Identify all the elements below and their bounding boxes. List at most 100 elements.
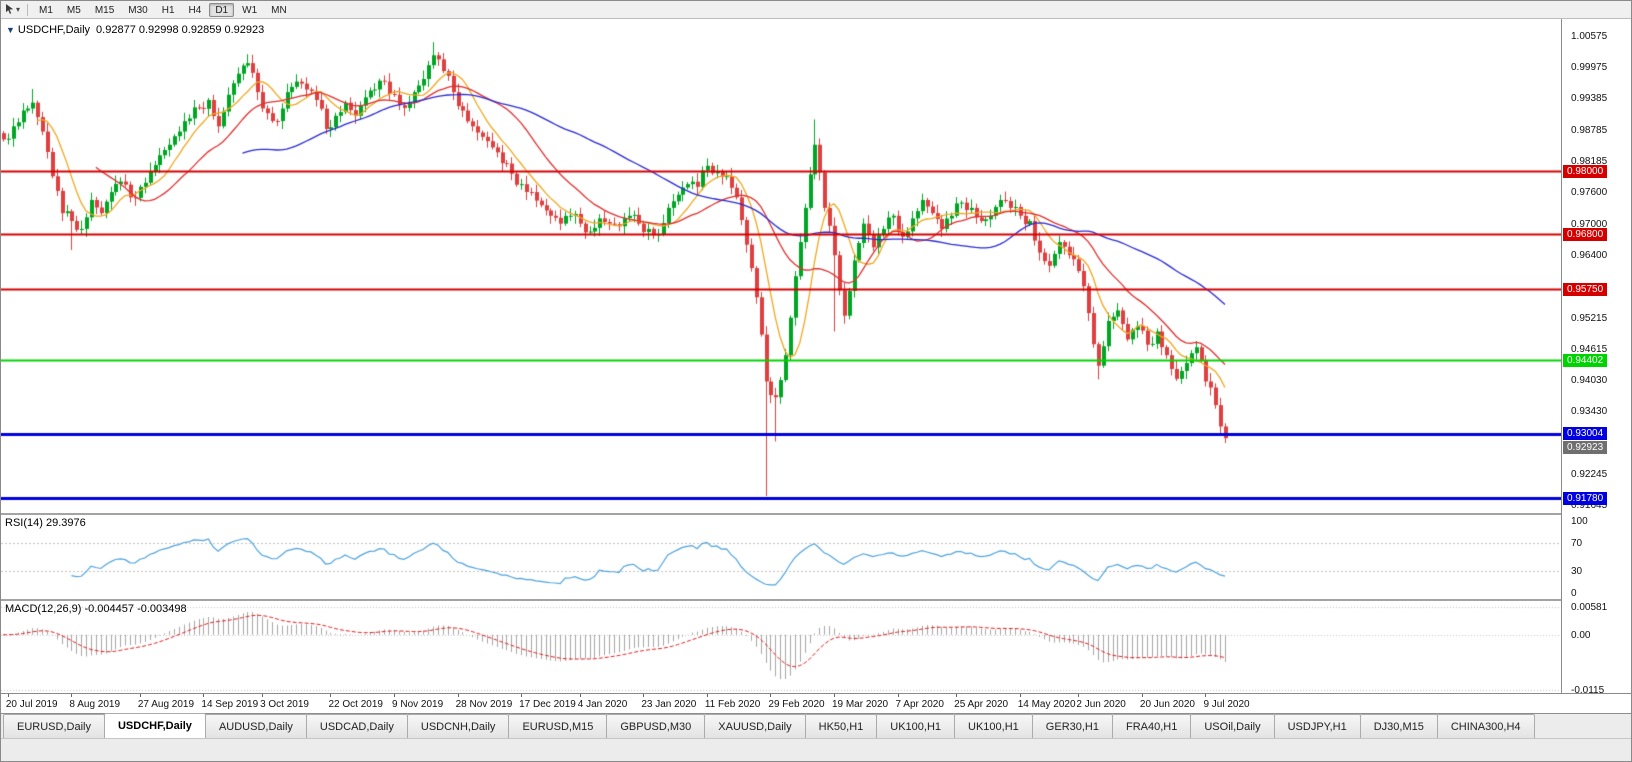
time-axis-tick [71,694,72,697]
rsi-axis-tick: 0 [1571,588,1577,600]
chart-tab-gbpusd-m30[interactable]: GBPUSD,M30 [606,714,706,738]
chart-tab-usdcad-daily[interactable]: USDCAD,Daily [305,714,408,738]
chart-tab-eurusd-daily[interactable]: EURUSD,Daily [3,714,105,738]
dropdown-caret-icon[interactable]: ▾ [16,5,21,14]
time-axis-label: 17 Dec 2019 [519,699,576,710]
symbol-period-label: USDCHF,Daily [17,24,91,36]
time-axis-tick [140,694,141,697]
price-axis-tick: 0.97000 [1571,218,1608,230]
time-axis-tick [330,694,331,697]
price-axis-tick: 0.98185 [1571,156,1608,168]
price-line-badge: 0.98000 [1563,164,1608,178]
chart-tab-uk100-h1[interactable]: UK100,H1 [954,714,1033,738]
price-axis-tick: 0.99385 [1571,93,1608,105]
ohlc-values: 0.92877 0.92998 0.92859 0.92923 [96,24,265,36]
timeframe-buttons-group: M1 M5 M15 M30 H1 H4 D1 W1 MN [32,2,294,17]
time-axis-tick [898,694,899,697]
price-axis-tick: 0.94615 [1571,344,1608,356]
price-axis-tick: 0.99975 [1571,62,1608,74]
time-axis-label: 9 Nov 2019 [392,699,444,710]
chart-tab-audusd-daily[interactable]: AUDUSD,Daily [204,714,307,738]
timeframe-button-d1[interactable]: D1 [209,2,235,17]
time-axis-label: 23 Jan 2020 [641,699,697,710]
time-axis: 20 Jul 2019 8 Aug 2019 27 Aug 2019 14 Sep 2… [1,693,1631,713]
chart-title: ▼ USDCHF,Daily 0.92877 0.92998 0.92859 0.9… [6,24,264,36]
rsi-panel-separator[interactable] [1,513,1631,515]
chart-tab-bar: EURUSD,Daily USDCHF,Daily AUDUSD,Daily USDC… [1,713,1631,738]
chart-tab-usdjpy-h1[interactable]: USDJPY,H1 [1273,714,1361,738]
time-axis-tick [262,694,263,697]
time-axis-label: 14 Sep 2019 [201,699,259,710]
timeframe-button-mn[interactable]: MN [271,4,287,16]
time-axis-label: 11 Feb 2020 [704,699,761,710]
macd-panel-separator[interactable] [1,599,1631,601]
chart-tab-dj30-m15[interactable]: DJ30,M15 [1359,714,1438,738]
price-axis-tick: 0.92245 [1571,468,1608,480]
time-axis-label: 4 Jan 2020 [577,699,628,710]
chart-tab-china300-h4[interactable]: CHINA300,H4 [1436,714,1535,738]
chart-tab-fra40-h1[interactable]: FRA40,H1 [1112,714,1192,738]
chart-tab-usoil-daily[interactable]: USOil,Daily [1190,714,1275,738]
time-axis-label: 22 Oct 2019 [328,699,383,710]
time-axis-tick [1205,694,1206,697]
time-axis-tick [834,694,835,697]
current-price-badge: 0.92923 [1563,440,1608,454]
timeframe-button-w1[interactable]: W1 [242,4,258,16]
price-axis-tick: 0.96400 [1571,250,1608,262]
chart-tab-uk100-h1[interactable]: UK100,H1 [876,714,956,738]
status-bar [1,738,1631,761]
time-axis-label: 28 Nov 2019 [455,699,513,710]
time-axis-label: 19 Mar 2020 [831,699,889,710]
macd-indicator-label: MACD(12,26,9) -0.004457 -0.003498 [5,603,187,615]
time-axis-label: 20 Jun 2020 [1139,699,1195,710]
time-axis-label: 8 Aug 2019 [69,699,121,710]
price-line-badge: 0.93004 [1563,427,1608,441]
cursor-tool-icon[interactable] [5,4,15,15]
price-axis-tick: 0.98785 [1571,124,1608,136]
price-axis-tick: 0.93430 [1571,406,1608,418]
price-axis-tick: 0.91645 [1571,500,1608,512]
time-axis-tick [203,694,204,697]
price-axis: 1.00575 0.99975 0.99385 0.98785 0.98185 0.976… [1561,19,1631,697]
toolbar-separator [27,3,29,16]
rsi-axis-tick: 100 [1571,515,1588,527]
macd-panel-canvas[interactable] [1,601,1561,693]
time-axis-label: 25 Apr 2020 [954,699,1009,710]
time-axis-tick [643,694,644,697]
chart-tab-usdcnh-daily[interactable]: USDCNH,Daily [406,714,510,738]
timeframe-button-m15[interactable]: M15 [94,4,115,16]
time-axis-tick [458,694,459,697]
price-axis-tick: 0.94030 [1571,374,1608,386]
time-axis-label: 29 Feb 2020 [768,699,825,710]
price-line-badge: 0.94402 [1563,353,1608,367]
time-axis-tick [580,694,581,697]
rsi-panel-canvas[interactable] [1,515,1561,599]
chart-tab-usdchf-daily[interactable]: USDCHF,Daily [103,713,206,738]
timeframe-button-m5[interactable]: M5 [66,4,81,16]
main-chart-canvas[interactable] [1,19,1561,513]
time-axis-tick [1142,694,1143,697]
chart-tab-ger30-h1[interactable]: GER30,H1 [1031,714,1113,738]
macd-axis-tick: -0.0115 [1571,685,1605,697]
time-axis-tick [770,694,771,697]
timeframe-button-m30[interactable]: M30 [128,4,148,16]
timeframe-button-h4[interactable]: H4 [188,4,202,16]
price-axis-tick: 1.00575 [1571,30,1608,42]
timeframe-button-m1[interactable]: M1 [39,4,53,16]
chart-collapse-triangle-icon[interactable]: ▼ [6,25,15,35]
macd-axis-tick: 0.00 [1571,629,1591,641]
chart-tab-eurusd-m15[interactable]: EURUSD,M15 [508,714,608,738]
price-axis-tick: 0.97600 [1571,187,1608,199]
timeframe-button-h1[interactable]: H1 [161,4,175,16]
cursor-arrow-glyph [6,4,14,14]
timeframe-toolbar: ▾ M1 M5 M15 M30 H1 H4 D1 W1 MN [1,1,1631,19]
rsi-axis-tick: 30 [1571,566,1583,578]
time-axis-label: 27 Aug 2019 [137,699,195,710]
chart-tab-xauusd-daily[interactable]: XAUUSD,Daily [704,714,806,738]
time-axis-label: 2 Jun 2020 [1076,699,1126,710]
price-line-badge: 0.96800 [1563,227,1608,241]
time-axis-tick [707,694,708,697]
price-line-badge: 0.91780 [1563,491,1608,505]
chart-tab-hk50-h1[interactable]: HK50,H1 [804,714,878,738]
rsi-indicator-label: RSI(14) 29.3976 [5,517,86,529]
